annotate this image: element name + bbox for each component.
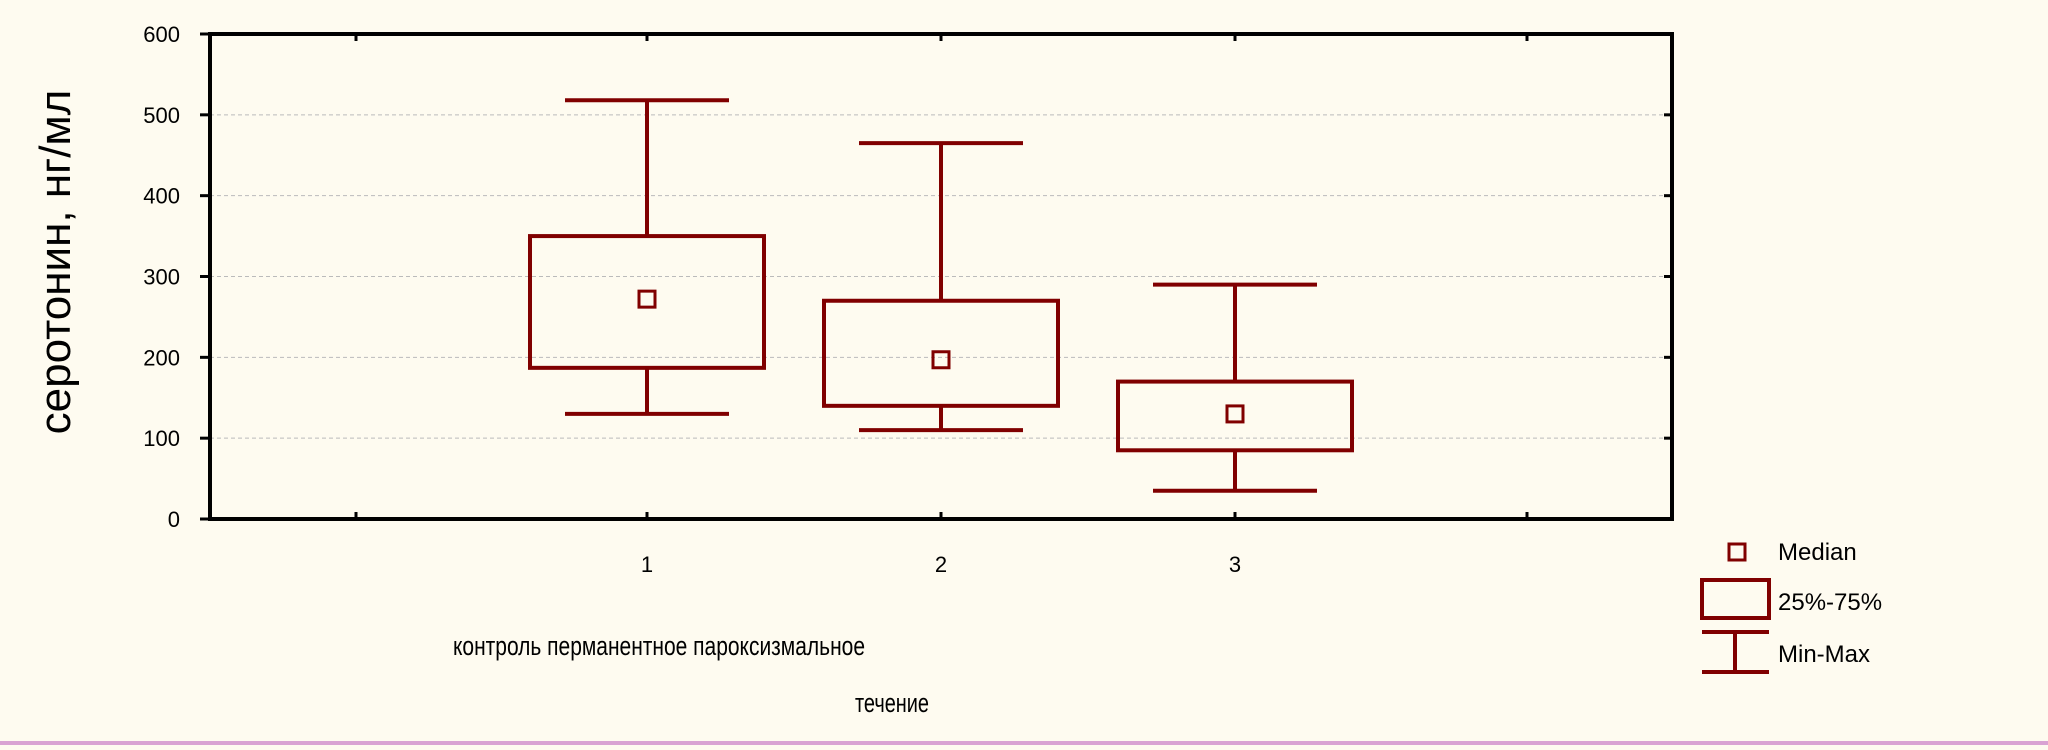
y-tick-labels: 0 100 200 300 400 500 600	[143, 22, 180, 532]
x-axis-label: течение	[855, 688, 929, 718]
x-tick-label-3: 3	[1229, 552, 1241, 577]
median-marker-1	[637, 289, 657, 309]
category-caption: контроль перманентное пароксизмальное	[453, 631, 865, 661]
legend-median-icon	[1727, 542, 1747, 562]
x-tick-label-1: 1	[641, 552, 653, 577]
box-2	[822, 141, 1060, 433]
y-tick-label-500: 500	[143, 103, 180, 128]
legend-label-median: Median	[1778, 539, 1857, 566]
iqr-box-3	[1116, 379, 1354, 453]
legend-box-icon	[1700, 578, 1771, 620]
legend-label-whisker: Min-Max	[1778, 641, 1870, 668]
y-axis-label: серотонин, нг/мл	[31, 90, 80, 435]
y-tick-label-600: 600	[143, 22, 180, 47]
x-tick-label-2: 2	[935, 552, 947, 577]
iqr-box-1	[528, 234, 766, 370]
median-marker-2	[931, 350, 951, 370]
y-tick-label-200: 200	[143, 345, 180, 370]
iqr-box-2	[822, 298, 1060, 408]
x-tick-labels: 1 2 3	[641, 552, 1241, 577]
y-tick-label-400: 400	[143, 184, 180, 209]
y-tick-label-300: 300	[143, 265, 180, 290]
box-series	[528, 98, 1354, 493]
y-tick-label-0: 0	[168, 507, 180, 532]
frame-ticks	[200, 32, 1672, 521]
box-1	[528, 98, 766, 416]
bottom-border	[0, 741, 2048, 745]
box-3	[1116, 282, 1354, 493]
legend-label-box: 25%-75%	[1778, 589, 1882, 616]
legend: Median 25%-75% Min-Max	[1700, 539, 1882, 674]
median-marker-3	[1225, 404, 1245, 424]
y-tick-label-100: 100	[143, 426, 180, 451]
legend-whisker-icon	[1702, 630, 1769, 674]
